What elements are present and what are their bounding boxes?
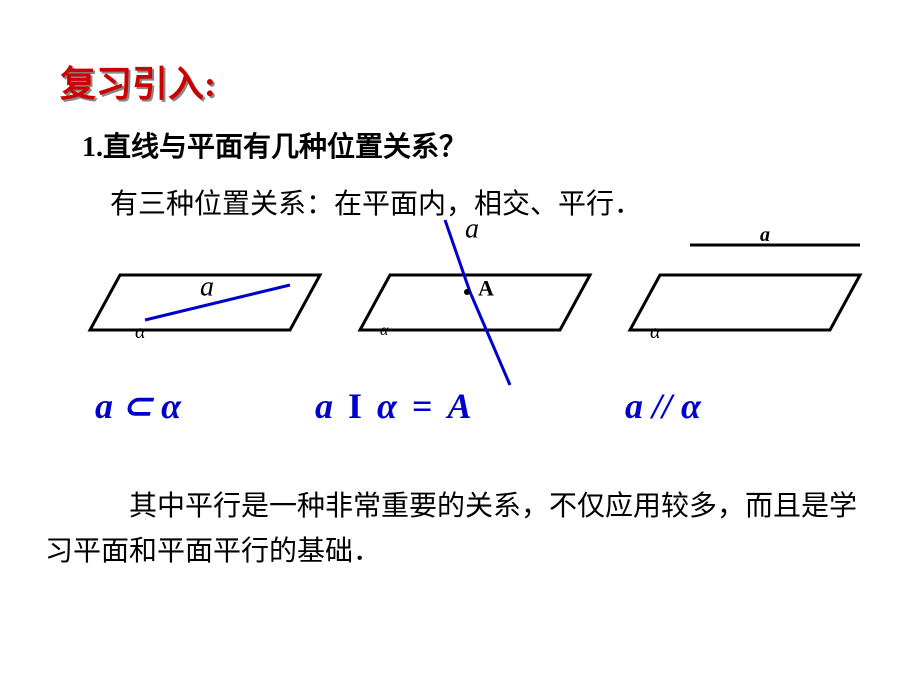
formula-subset: a ⊂ α <box>95 385 181 427</box>
question-number: 1. <box>82 132 103 163</box>
svg-text:a: a <box>200 271 214 302</box>
question-text: 直线与平面有几种位置关系？ <box>103 132 467 163</box>
section-title: 复习引入: <box>60 55 216 107</box>
svg-text:a: a <box>465 215 479 244</box>
question-line: 1.直线与平面有几种位置关系？ <box>82 125 467 165</box>
formula-parallel: a // α <box>625 385 701 427</box>
svg-text:α: α <box>650 321 661 343</box>
footer-text: 其中平行是一种非常重要的关系，不仅应用较多，而且是学习平面和平面平行的基础． <box>45 485 875 575</box>
formula-row: a ⊂ α a I α = A a // α <box>95 385 895 435</box>
svg-text:α: α <box>380 322 389 339</box>
svg-text:α: α <box>135 321 146 343</box>
svg-text:A: A <box>478 276 494 301</box>
formula-intersect: a I α = A <box>315 385 471 427</box>
diagram-area: a α a α Aa α <box>60 215 880 385</box>
diagrams-svg: a α a α Aa α <box>60 215 880 395</box>
svg-text:a: a <box>760 224 770 246</box>
